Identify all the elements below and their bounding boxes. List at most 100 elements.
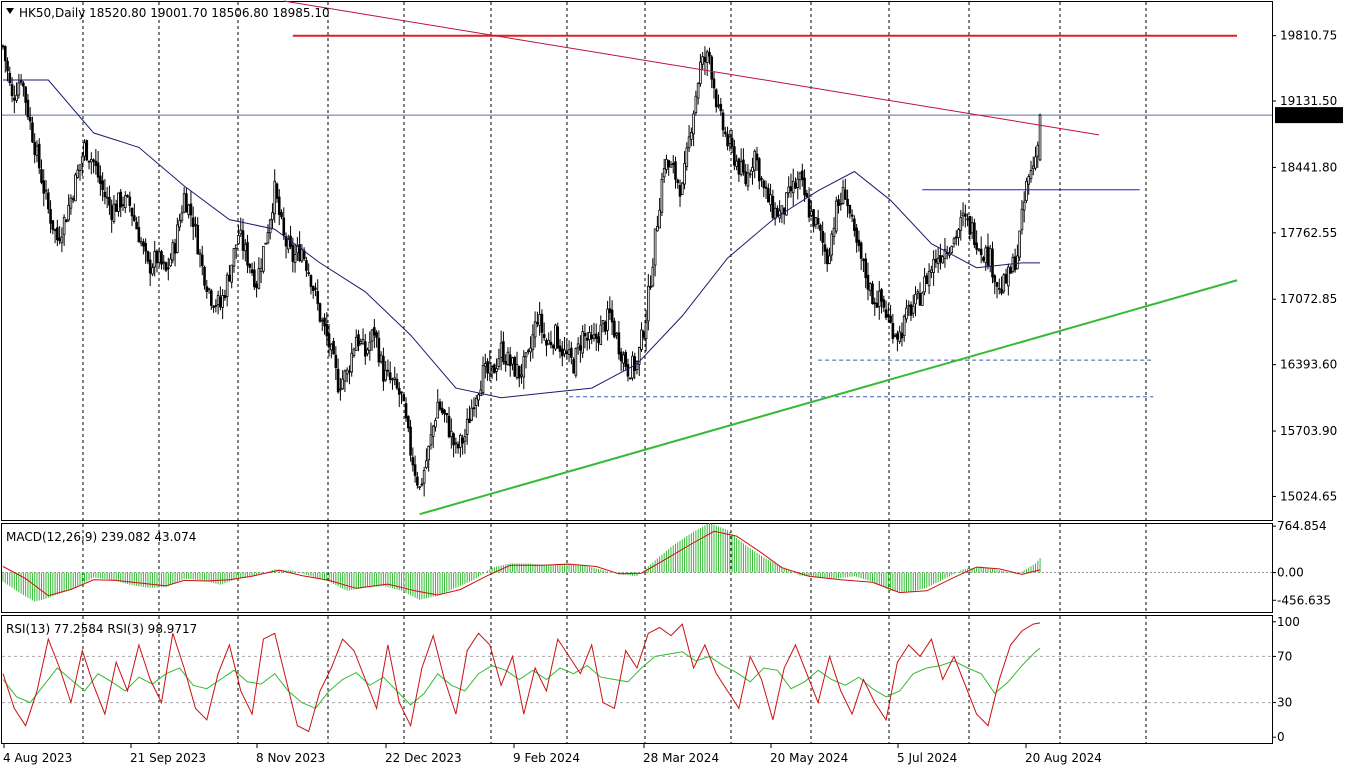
- candle-body: [341, 378, 344, 390]
- candle-body: [622, 354, 625, 364]
- candle-body: [357, 334, 360, 347]
- candle-body: [934, 258, 938, 263]
- candle-body: [830, 233, 834, 256]
- candle-body: [108, 197, 111, 206]
- rsi-axis: 100 70 30 0: [1272, 615, 1300, 744]
- candle-body: [710, 56, 714, 80]
- candle-body: [875, 302, 879, 308]
- support-trendline[interactable]: [419, 279, 1238, 516]
- candle-body: [821, 230, 824, 243]
- candle-body: [142, 241, 145, 247]
- candle-body: [896, 333, 899, 340]
- candle-body: [733, 146, 736, 166]
- candle-body: [975, 242, 978, 250]
- candle-body: [271, 212, 274, 221]
- candle-body: [819, 224, 822, 231]
- candle-body: [814, 217, 818, 226]
- candle-body: [717, 104, 720, 107]
- candle-body: [662, 168, 666, 178]
- candle-body: [660, 178, 664, 213]
- candle-body: [101, 180, 104, 191]
- candle-body: [572, 359, 575, 374]
- macd-axis: 764.854 0.00 -456.635: [1272, 519, 1331, 607]
- candle-body: [502, 341, 505, 363]
- candle-body: [615, 332, 618, 336]
- candle-body: [982, 257, 985, 261]
- candle-body: [1009, 267, 1012, 274]
- candle-body: [67, 205, 70, 221]
- candle-body: [92, 159, 95, 162]
- candle-body: [334, 354, 338, 368]
- price-pane[interactable]: [1, 0, 1272, 516]
- candle-body: [413, 464, 417, 476]
- candle-body: [628, 377, 632, 380]
- time-axis: 4 Aug 2023 21 Sep 2023 8 Nov 2023 22 Dec 20…: [3, 744, 1102, 765]
- candle-body: [284, 236, 288, 247]
- candle-body: [932, 258, 935, 273]
- candle-body: [1031, 165, 1035, 170]
- candle-body: [506, 351, 510, 365]
- candle-body: [44, 189, 48, 192]
- candle-body: [1016, 255, 1019, 270]
- candle-body: [579, 345, 582, 351]
- candle-body: [112, 203, 116, 222]
- candle-body: [649, 286, 652, 288]
- candle-body: [533, 321, 537, 338]
- candle-body: [583, 333, 587, 337]
- candle-body: [656, 225, 659, 232]
- candle-body: [712, 78, 716, 89]
- candle-body: [391, 378, 394, 381]
- price-tick-label: 19810.75: [1280, 29, 1337, 43]
- price-tick-label: 16393.60: [1280, 358, 1337, 372]
- candle-body: [382, 355, 385, 382]
- candle-body: [416, 476, 419, 486]
- rsi-3-line: [2, 622, 1041, 733]
- candle-body: [388, 372, 392, 380]
- price-tick-label: 15703.90: [1280, 424, 1337, 438]
- macd-pane[interactable]: [2, 522, 1272, 602]
- candle-body: [173, 243, 177, 254]
- candle-body: [234, 244, 238, 249]
- candle-body: [538, 314, 541, 326]
- price-axis: 19810.75 19131.50 18441.80 17762.55 17072.85…: [1272, 29, 1337, 503]
- candle-body: [853, 218, 856, 232]
- candle-body: [216, 295, 220, 305]
- price-tick-label: 19131.50: [1280, 94, 1337, 108]
- candle-body: [386, 369, 390, 372]
- candle-body: [1007, 266, 1010, 287]
- candle-body: [470, 407, 474, 421]
- candle-body: [755, 153, 759, 161]
- candle-body: [739, 161, 743, 175]
- macd-tick-label: -456.635: [1277, 593, 1331, 607]
- candle-body: [834, 200, 838, 232]
- candle-body: [431, 425, 435, 437]
- candle-body: [110, 205, 113, 220]
- candle-body: [499, 342, 503, 358]
- resistance-trendline[interactable]: [283, 0, 1099, 136]
- candle-body: [325, 323, 329, 337]
- candle-body: [676, 179, 680, 184]
- candle-body: [241, 230, 245, 251]
- candle-body: [613, 320, 616, 338]
- candle-body: [825, 249, 829, 265]
- candle-body: [332, 341, 335, 355]
- candle-body: [153, 251, 157, 268]
- rsi-header: RSI(13) 77.2584 RSI(3) 98.9717: [6, 622, 197, 636]
- candle-body: [37, 143, 41, 169]
- candle-body: [291, 244, 295, 262]
- candle-body: [450, 430, 453, 438]
- candle-body: [185, 193, 188, 213]
- dropdown-arrow-icon[interactable]: [6, 8, 14, 14]
- candle-body: [787, 186, 791, 194]
- candle-body: [411, 457, 415, 466]
- candle-body: [130, 207, 134, 217]
- candle-body: [296, 245, 299, 254]
- candle-body: [855, 227, 858, 243]
- candle-body: [626, 364, 630, 377]
- candle-body: [443, 409, 446, 415]
- candle-body: [927, 271, 931, 287]
- candle-body: [905, 307, 908, 320]
- candle-body: [266, 232, 270, 244]
- rsi-pane[interactable]: [2, 622, 1272, 733]
